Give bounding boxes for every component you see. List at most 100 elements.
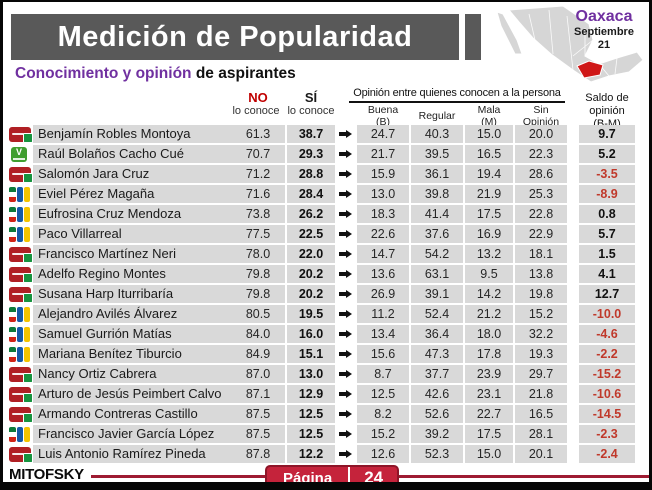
no-conoce-value: 73.8 xyxy=(231,205,285,223)
regular-value: 41.4 xyxy=(411,205,463,223)
regular-value: 37.6 xyxy=(411,225,463,243)
si-conoce-value: 12.5 xyxy=(287,425,335,443)
party-icon-coalition xyxy=(9,186,31,202)
arrow-head xyxy=(345,349,352,358)
saldo-value: 0.8 xyxy=(579,205,635,223)
coalition-logo-segment xyxy=(9,346,16,362)
arrow-head xyxy=(345,369,352,378)
no-conoce-value: 84.0 xyxy=(231,325,285,343)
buena-value: 15.2 xyxy=(357,425,409,443)
col-header-no: NO xyxy=(248,90,268,105)
arrow-shaft xyxy=(338,132,346,136)
table-row: Luis Antonio Ramírez Pineda 87.8 12.2 12.6 5… xyxy=(3,444,649,464)
saldo-value: -2.3 xyxy=(579,425,635,443)
table-row: Samuel Gurrión Matías 84.0 16.0 13.4 36.4 18.… xyxy=(3,324,649,344)
table-row: Alejandro Avilés Álvarez 80.5 19.5 11.2 52.4… xyxy=(3,304,649,324)
no-conoce-value: 77.5 xyxy=(231,225,285,243)
party-icon-morena xyxy=(9,246,33,263)
buena-value: 15.9 xyxy=(357,165,409,183)
saldo-value: -4.6 xyxy=(579,325,635,343)
opinion-group-header: Opinión entre quienes conocen a la perso… xyxy=(349,87,565,103)
buena-value: 15.6 xyxy=(357,345,409,363)
regular-value: 52.4 xyxy=(411,305,463,323)
party-icon-coalition xyxy=(9,426,31,442)
regular-value: 39.8 xyxy=(411,185,463,203)
no-conoce-value: 87.5 xyxy=(231,425,285,443)
coalition-logo-segment xyxy=(24,346,30,362)
buena-value: 21.7 xyxy=(357,145,409,163)
sin-opinion-value: 13.8 xyxy=(515,265,567,283)
party-icon-morena xyxy=(9,126,33,143)
si-conoce-value: 12.5 xyxy=(287,405,335,423)
mala-value: 19.4 xyxy=(465,165,513,183)
sin-opinion-value: 22.8 xyxy=(515,205,567,223)
buena-value: 8.7 xyxy=(357,365,409,383)
arrow-head xyxy=(345,289,352,298)
sin-opinion-value: 22.3 xyxy=(515,145,567,163)
coalition-logo-segment xyxy=(24,426,30,442)
arrow-right-icon xyxy=(335,245,355,263)
regular-value: 52.6 xyxy=(411,405,463,423)
arrow-shaft xyxy=(338,312,346,316)
sin-opinion-value: 32.2 xyxy=(515,325,567,343)
coalition-logo-segment xyxy=(9,226,16,242)
mala-value: 18.0 xyxy=(465,325,513,343)
coalition-logo-segment xyxy=(17,426,23,442)
candidate-name: Raúl Bolaños Cacho Cué xyxy=(33,145,231,163)
saldo-value: 4.1 xyxy=(579,265,635,283)
coalition-logo-segment xyxy=(24,206,30,222)
section-subtitle: Conocimiento y opinión de aspirantes xyxy=(15,65,296,83)
mala-value: 14.2 xyxy=(465,285,513,303)
region-block: Oaxaca Septiembre 21 xyxy=(563,8,645,52)
saldo-value: -3.5 xyxy=(579,165,635,183)
arrow-head xyxy=(345,269,352,278)
mala-value: 17.5 xyxy=(465,205,513,223)
candidate-name: Benjamín Robles Montoya xyxy=(33,125,231,143)
mala-value: 15.0 xyxy=(465,125,513,143)
arrow-shaft xyxy=(338,412,346,416)
si-conoce-value: 20.2 xyxy=(287,285,335,303)
saldo-value: -10.0 xyxy=(579,305,635,323)
si-conoce-value: 19.5 xyxy=(287,305,335,323)
si-conoce-value: 15.1 xyxy=(287,345,335,363)
si-conoce-value: 22.5 xyxy=(287,225,335,243)
coalition-logo-segment xyxy=(9,186,16,202)
mala-value: 16.5 xyxy=(465,145,513,163)
mala-value: 23.1 xyxy=(465,385,513,403)
buena-value: 14.7 xyxy=(357,245,409,263)
si-conoce-value: 20.2 xyxy=(287,265,335,283)
candidate-name: Francisco Javier García López xyxy=(33,425,231,443)
buena-value: 8.2 xyxy=(357,405,409,423)
buena-value: 24.7 xyxy=(357,125,409,143)
saldo-value: 5.2 xyxy=(579,145,635,163)
page-number: 24 xyxy=(364,468,384,487)
sin-opinion-value: 15.2 xyxy=(515,305,567,323)
arrow-shaft xyxy=(338,452,346,456)
regular-value: 52.3 xyxy=(411,445,463,463)
candidate-name: Mariana Benítez Tiburcio xyxy=(33,345,231,363)
regular-value: 39.2 xyxy=(411,425,463,443)
arrow-shaft xyxy=(338,292,346,296)
candidate-name: Eviel Pérez Magaña xyxy=(33,185,231,203)
col-header-no-sub: lo conoce xyxy=(232,105,280,117)
party-icon-coalition xyxy=(9,326,31,342)
no-conoce-value: 61.3 xyxy=(231,125,285,143)
page-title: Medición de Popularidad xyxy=(11,14,459,60)
arrow-right-icon xyxy=(335,385,355,403)
si-conoce-value: 26.2 xyxy=(287,205,335,223)
saldo-value: -14.5 xyxy=(579,405,635,423)
si-conoce-value: 16.0 xyxy=(287,325,335,343)
coalition-logo-segment xyxy=(9,206,16,222)
coalition-logo-segment xyxy=(9,326,16,342)
buena-value: 22.6 xyxy=(357,225,409,243)
coalition-logo-segment xyxy=(17,206,23,222)
party-icon-coalition xyxy=(9,226,31,242)
no-conoce-value: 70.7 xyxy=(231,145,285,163)
party-icon-morena xyxy=(9,266,33,283)
mitofsky-logo: MITOFSKY xyxy=(9,466,84,483)
arrow-right-icon xyxy=(335,145,355,163)
candidate-name: Eufrosina Cruz Mendoza xyxy=(33,205,231,223)
arrow-right-icon xyxy=(335,365,355,383)
